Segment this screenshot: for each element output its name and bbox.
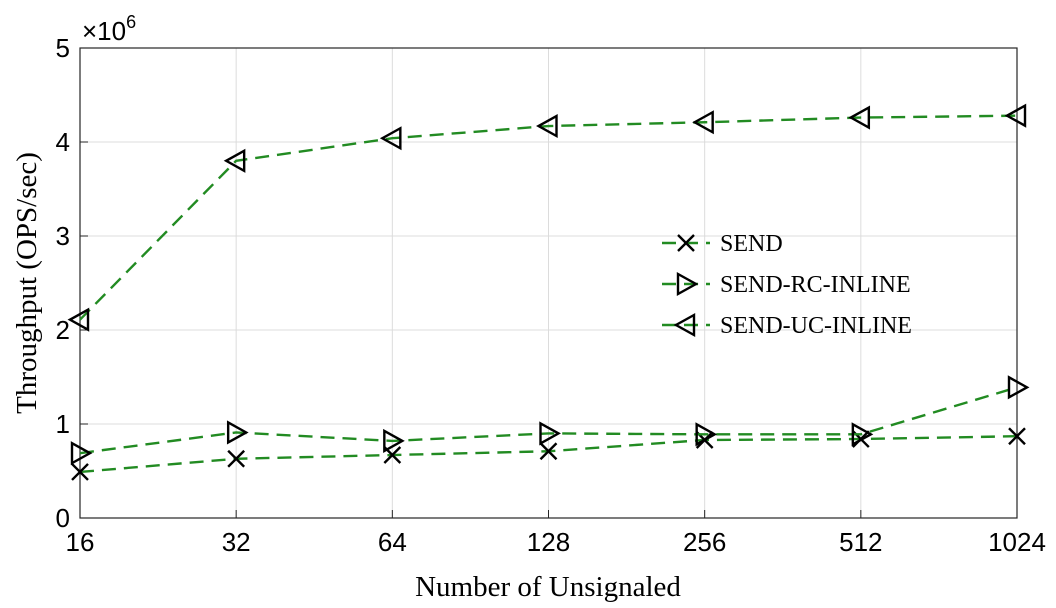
data-point [379,126,402,151]
data-point [67,307,90,332]
x-axis-label: Number of Unsignaled [415,571,681,603]
data-point [851,422,874,447]
series-line [79,114,1018,321]
data-point [226,420,249,445]
data-point [848,105,871,130]
legend-marker [673,312,696,338]
data-point [70,441,93,466]
data-point [692,110,714,135]
y-tick-label: 5 [56,33,70,63]
y-tick-label: 2 [56,315,70,345]
data-point [223,148,246,173]
legend-label: SEND-UC-INLINE [720,313,912,339]
x-tick-label: 128 [527,527,570,557]
x-tick-label: 512 [839,527,882,557]
x-tick-label: 32 [222,527,251,557]
data-point [695,422,718,447]
data-point [1004,103,1027,128]
multiplier-base: ×10 [82,16,126,46]
axis-multiplier: ×106 [82,12,136,46]
data-point [536,113,558,139]
data-point [71,463,89,481]
data-point [1007,375,1030,400]
legend-marker [677,234,695,252]
data-point [383,428,405,453]
legend-label: SEND [720,231,783,257]
series-line [79,386,1018,455]
data-point [539,421,561,446]
legend-marker [676,271,699,297]
data-point [1008,427,1026,446]
y-tick-label: 4 [56,127,70,157]
x-tick-label: 64 [378,527,407,557]
legend-label: SEND-RC-INLINE [720,272,911,298]
x-tick-label: 256 [683,527,726,557]
data-point [227,449,246,468]
y-tick-label: 1 [56,409,70,439]
y-axis-label: Throughput (OPS/sec) [11,152,43,414]
y-tick-label: 0 [56,503,70,533]
y-tick-label: 3 [56,221,70,251]
data-point [539,442,558,461]
x-tick-label: 16 [66,527,95,557]
multiplier-exponent: 6 [126,12,136,32]
x-tick-label: 1024 [988,527,1046,557]
plot-frame [79,47,1018,519]
